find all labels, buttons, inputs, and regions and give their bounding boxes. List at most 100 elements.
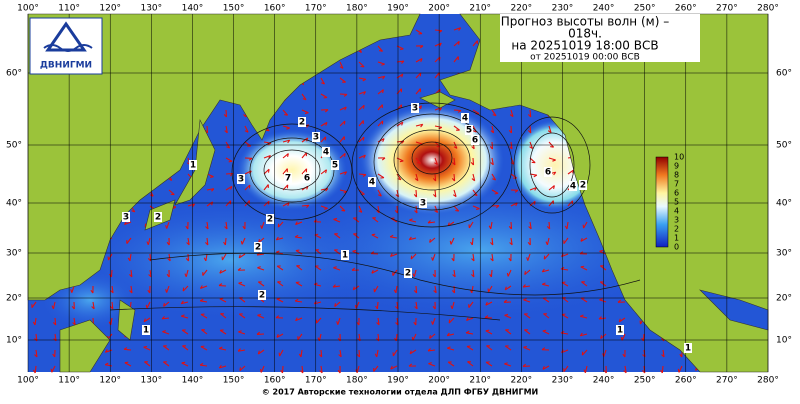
- wave-arrow: [523, 298, 531, 303]
- wave-arrow: [339, 120, 346, 127]
- wave-arrow: [185, 253, 190, 262]
- wave-arrow: [373, 285, 379, 293]
- lon-label-top: 250°: [634, 4, 656, 14]
- contour-label: 2: [405, 269, 411, 279]
- wave-arrow: [282, 168, 288, 175]
- contour-label: 6: [472, 136, 478, 146]
- wave-arrow: [415, 88, 421, 95]
- contour-label-bg: [237, 174, 245, 184]
- wave-arrow: [541, 347, 550, 351]
- wave-arrow: [185, 221, 189, 230]
- wave-arrow: [579, 251, 588, 255]
- contour-label-bg: [258, 290, 266, 300]
- contour-label: 2: [267, 215, 273, 225]
- wave-arrow: [320, 136, 327, 143]
- wave-arrow: [320, 169, 328, 175]
- wave-arrow: [526, 253, 531, 261]
- wave-arrow: [126, 237, 132, 244]
- wave-arrow: [295, 317, 303, 322]
- wave-arrow: [452, 269, 456, 278]
- wave-arrow: [527, 125, 532, 134]
- wave-arrow: [358, 77, 367, 82]
- logo-text: ДВНИГМИ: [40, 61, 92, 71]
- wave-arrow: [490, 157, 494, 166]
- wave-arrow: [392, 349, 398, 357]
- wave-arrow: [91, 301, 95, 310]
- wave-arrow: [282, 109, 289, 116]
- lon-label-top: 210°: [469, 4, 491, 14]
- lon-label-top: 270°: [716, 4, 738, 14]
- wave-arrow: [485, 329, 493, 335]
- contour-label: 6: [545, 168, 551, 178]
- wave-arrow: [282, 139, 291, 144]
- wave-arrow: [144, 361, 151, 367]
- wave-arrow: [320, 205, 328, 210]
- contour-label: 6: [304, 174, 310, 184]
- wave-arrow: [354, 301, 360, 309]
- colorbar-label: 7: [674, 180, 679, 189]
- wave-arrow: [509, 237, 513, 246]
- wave-arrow: [432, 189, 437, 198]
- lon-label-top: 280°: [757, 4, 779, 14]
- contour-label-bg: [303, 173, 311, 183]
- wave-arrow: [263, 168, 270, 175]
- wave-arrow: [414, 173, 419, 182]
- wave-arrow: [467, 361, 474, 367]
- wave-arrow: [471, 253, 475, 262]
- wave-arrow: [504, 313, 512, 319]
- wave-arrow: [508, 125, 513, 134]
- wave-arrow: [491, 109, 497, 117]
- wave-arrow: [579, 332, 588, 337]
- wave-arrow: [295, 249, 303, 255]
- wave-arrow: [529, 141, 534, 149]
- contour-label: 1: [617, 326, 623, 336]
- wave-arrow: [146, 237, 151, 246]
- lat-label-left: 30°: [6, 249, 22, 259]
- wave-arrow: [377, 75, 386, 80]
- wave-arrow: [452, 189, 457, 198]
- wave-arrow: [528, 221, 532, 230]
- wave-arrow: [508, 221, 513, 230]
- wave-arrow: [244, 141, 252, 147]
- wave-arrow: [296, 265, 303, 271]
- contour-label: 2: [255, 243, 261, 253]
- wave-arrow: [166, 269, 170, 278]
- wave-arrow: [320, 93, 328, 99]
- wave-arrow: [453, 205, 460, 212]
- colorbar-label: 9: [674, 162, 679, 171]
- wave-arrow: [415, 123, 424, 128]
- lon-label-top: 240°: [593, 4, 615, 14]
- wave-arrow: [548, 200, 554, 207]
- wave-arrow: [52, 349, 56, 358]
- wave-arrow: [127, 253, 132, 262]
- wave-arrow: [468, 301, 474, 308]
- wave-arrow: [395, 301, 399, 310]
- contour-label: 3: [313, 133, 319, 143]
- wave-arrow: [333, 249, 341, 255]
- wave-arrow: [447, 361, 455, 367]
- lat-label-left: 50°: [6, 141, 22, 151]
- wave-arrow: [339, 93, 348, 97]
- wave-arrow: [184, 269, 189, 277]
- wave-arrow: [337, 365, 341, 374]
- issue-time: от 20251019 00:00 ВСВ: [530, 53, 640, 63]
- wave-arrow: [522, 284, 531, 288]
- wave-arrow: [598, 316, 607, 320]
- wave-arrow: [377, 89, 384, 95]
- lon-label-top: 230°: [552, 4, 574, 14]
- wave-arrow: [181, 314, 189, 319]
- wave-arrow: [257, 313, 265, 319]
- wave-arrow: [301, 152, 308, 159]
- wave-arrow: [277, 281, 284, 287]
- wave-arrow: [143, 345, 151, 351]
- wave-arrow: [339, 106, 347, 111]
- wave-arrow: [564, 221, 569, 230]
- wave-arrow: [468, 221, 474, 229]
- lon-label-top: 170°: [305, 4, 327, 14]
- wave-arrow: [333, 266, 341, 271]
- lat-label-right: 10°: [776, 336, 792, 346]
- wave-arrow: [471, 173, 476, 182]
- wave-arrow: [334, 233, 341, 239]
- contour-label-bg: [461, 113, 469, 123]
